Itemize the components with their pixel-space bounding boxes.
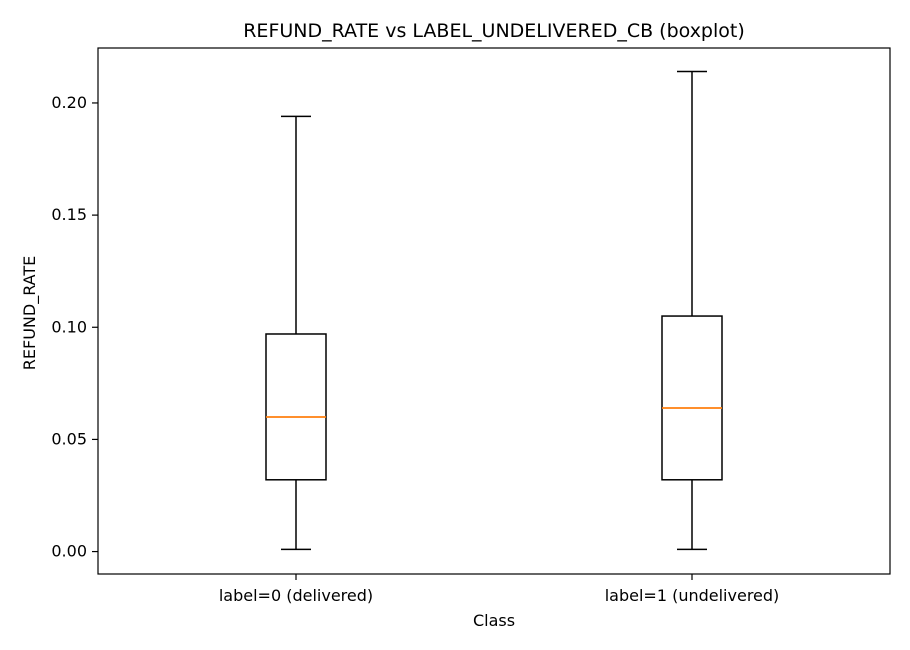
plot-area-frame <box>97 47 891 575</box>
x-tick-label: label=1 (undelivered) <box>605 586 780 605</box>
boxes-group <box>265 70 723 551</box>
y-axis-label: REFUND_RATE <box>20 256 40 370</box>
y-axis: 0.00 0.05 0.10 0.15 0.20 <box>51 93 98 561</box>
x-tick-label: label=0 (delivered) <box>219 586 373 605</box>
x-axis: label=0 (delivered) label=1 (undelivered) <box>219 574 779 605</box>
x-axis-label: Class <box>473 611 515 630</box>
y-tick-label: 0.15 <box>51 205 87 224</box>
y-tick-label: 0.20 <box>51 93 87 112</box>
y-tick-label: 0.10 <box>51 317 87 336</box>
iqr-box <box>661 315 723 481</box>
iqr-box <box>265 333 327 481</box>
y-tick-label: 0.00 <box>51 542 87 561</box>
y-tick-label: 0.05 <box>51 429 87 448</box>
chart-title: REFUND_RATE vs LABEL_UNDELIVERED_CB (box… <box>243 20 745 42</box>
box-1 <box>265 115 327 551</box>
box-2 <box>661 70 723 551</box>
